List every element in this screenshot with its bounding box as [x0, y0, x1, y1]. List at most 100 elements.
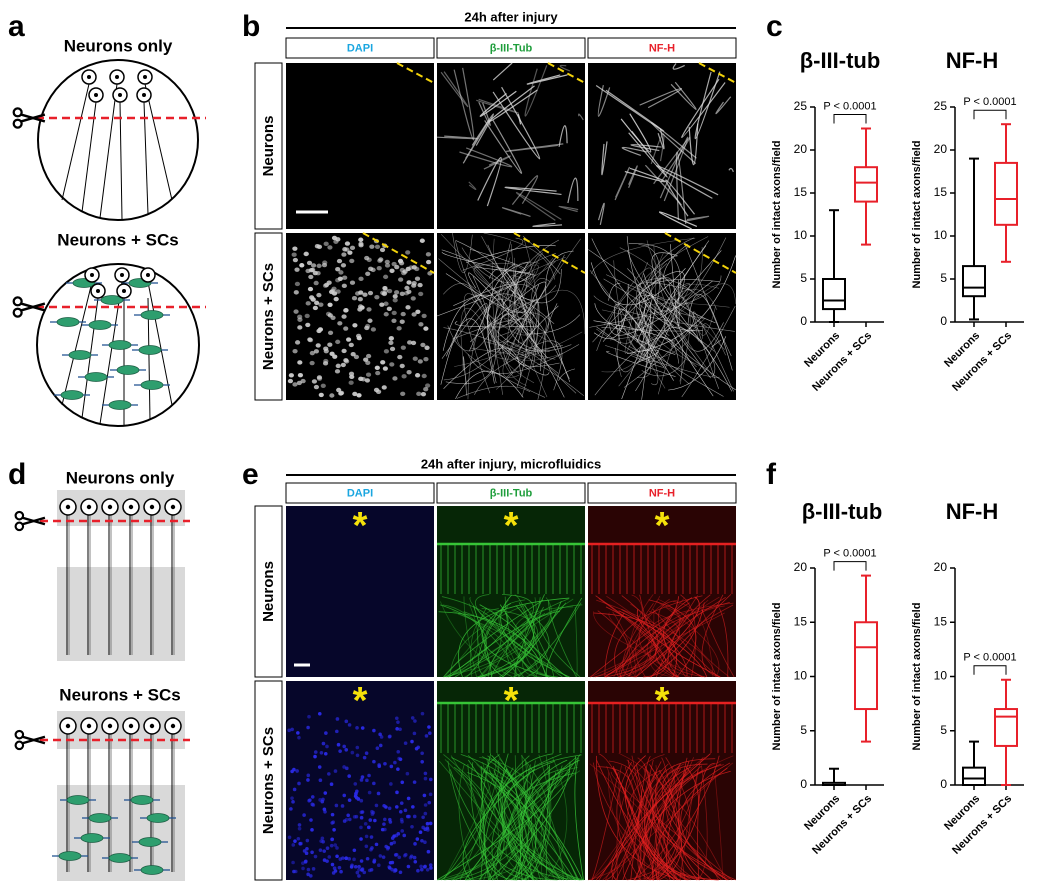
nucleus-signal [362, 755, 367, 760]
nucleus-signal [344, 359, 350, 364]
nucleus-signal [412, 780, 417, 784]
axon-signal [545, 250, 574, 382]
nucleus-signal [297, 781, 301, 786]
nucleus-signal [389, 346, 396, 352]
nucleus-signal [357, 297, 363, 302]
nucleus-signal [365, 372, 372, 377]
nucleus-signal [349, 258, 355, 264]
nucleus-signal [416, 745, 421, 750]
nucleus-signal [348, 342, 354, 348]
nucleus-signal [405, 305, 411, 310]
nucleus-signal [406, 864, 411, 869]
axon-signal [592, 762, 675, 881]
schwann-cell [140, 380, 164, 390]
nucleus-signal [412, 814, 417, 819]
schwann-cell [100, 295, 124, 305]
nucleus-signal [400, 780, 405, 785]
nucleus-signal [304, 313, 310, 319]
box [854, 166, 878, 203]
axon-signal [469, 298, 504, 334]
nucleus-signal [314, 300, 320, 306]
axon-signal [604, 612, 725, 678]
axon-signal [524, 767, 572, 881]
axon-signal [515, 261, 540, 296]
axon-signal [558, 205, 579, 213]
axon-signal [604, 599, 709, 678]
axon-signal [499, 602, 567, 678]
axon-signal [491, 760, 536, 881]
axon-signal [622, 603, 654, 678]
axon-signal [500, 753, 538, 881]
nucleus-signal [338, 749, 342, 753]
nucleus-signal [290, 727, 294, 732]
y-tick-label: 15 [794, 185, 808, 199]
y-axis-label: Number of intact axons/field [911, 603, 923, 751]
axon-signal [644, 768, 718, 881]
axon-signal [636, 764, 712, 881]
axon-signal [628, 165, 638, 189]
axon-signal [445, 269, 527, 313]
nucleus-signal [327, 772, 331, 776]
schwann-cell [88, 320, 112, 330]
schwann-cell [58, 851, 82, 861]
row-header-box [254, 505, 283, 678]
nucleus-signal [418, 291, 424, 297]
axon-signal [606, 765, 647, 881]
nucleus-signal [359, 815, 364, 820]
y-tick-label: 20 [794, 142, 808, 156]
axon-signal [559, 64, 571, 72]
nucleus-signal [411, 281, 417, 286]
nucleus-signal [373, 818, 377, 823]
nucleus-signal [341, 314, 347, 319]
axon-signal [614, 166, 630, 201]
nucleus-signal [349, 245, 356, 251]
axon-signal [596, 326, 654, 363]
nucleus-signal [425, 383, 431, 388]
axon-signal [507, 289, 586, 335]
axon-signal [491, 772, 577, 881]
axon-signal [681, 305, 736, 398]
axon-signal [443, 597, 537, 678]
nucleus-signal [347, 857, 352, 861]
nucleus-signal [428, 821, 433, 826]
nucleus-signal [307, 286, 314, 292]
nucleus [128, 723, 134, 729]
axon-signal [447, 760, 508, 881]
nucleus-signal [412, 356, 418, 361]
nucleus-signal [343, 308, 349, 313]
axon-signal [687, 293, 733, 371]
nucleus-signal [351, 295, 358, 301]
nucleus-signal [416, 391, 422, 397]
nucleus-signal [302, 849, 307, 853]
nucleus-signal [293, 839, 297, 843]
nucleus-signal [398, 809, 403, 814]
nucleus-signal [315, 270, 321, 276]
axon-signal [610, 771, 733, 881]
generated: 24h after injury DAPI β-III-Tub NF-H Neurons… [254, 9, 1024, 881]
nucleus-signal [310, 850, 314, 855]
nucleus-signal [366, 257, 372, 263]
nucleus-signal [342, 765, 346, 769]
axon-signal [663, 597, 703, 678]
y-tick-label: 15 [794, 614, 808, 628]
axon-signal [547, 599, 577, 678]
nucleus-signal [307, 337, 313, 342]
nucleus-signal [317, 765, 322, 769]
axon-signal [449, 604, 527, 678]
nucleus-signal [323, 241, 329, 247]
axon-signal [447, 270, 517, 352]
nucleus-signal [420, 838, 424, 843]
axon-signal [614, 769, 687, 881]
nucleus-signal [376, 791, 381, 796]
axon-signal [646, 240, 674, 287]
nucleus-signal [390, 867, 394, 872]
nucleus-signal [388, 860, 393, 865]
nucleus-signal [322, 260, 328, 265]
axon-signal [498, 313, 565, 398]
axon-signal [659, 211, 698, 230]
y-tick-label: 0 [800, 314, 807, 328]
nucleus-signal [423, 776, 428, 781]
schwann-cell [108, 853, 132, 863]
nucleus-signal [322, 849, 327, 853]
